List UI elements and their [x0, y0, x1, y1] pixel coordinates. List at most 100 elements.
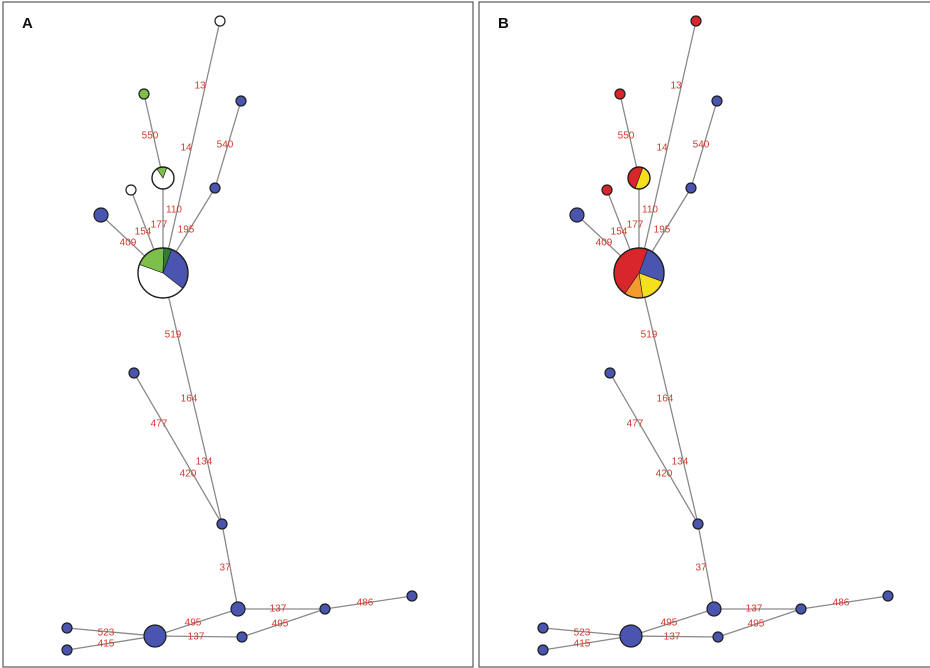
edge-label-e477: 477 [151, 419, 168, 430]
edge-label-e486: 486 [833, 598, 850, 609]
edge-small_pie-green_leaf [143, 93, 164, 179]
edge-n_b3-n_b4 [133, 372, 223, 525]
edge-big_blue-n_b10 [66, 635, 156, 651]
haplotype-node-big_blue [619, 624, 643, 648]
haplotype-node-n_b3 [604, 367, 616, 379]
edge-label-e495a: 495 [661, 618, 678, 629]
haplotype-node-n_b7 [406, 590, 418, 602]
haplotype-node-n_b9 [61, 622, 73, 634]
edge-label-e523: 523 [574, 628, 591, 639]
edge-label-e495b: 495 [748, 619, 765, 630]
haplotype-node-n_b4 [692, 518, 704, 530]
edge-label-e134: 134 [196, 457, 213, 468]
edge-label-e137a: 137 [270, 604, 287, 615]
edge-label-e195: 195 [654, 225, 671, 236]
edge-label-e540: 540 [217, 140, 234, 151]
haplotype-node-n_b4 [216, 518, 228, 530]
haplotype-node-big_blue [143, 624, 167, 648]
edge-label-e409: 409 [596, 238, 613, 249]
edge-small_pie-green_leaf [619, 93, 640, 179]
edge-n_b4-n_b5 [221, 523, 239, 610]
panel-letter: A [22, 15, 33, 32]
haplotype-node-n_b5 [706, 601, 722, 617]
haplotype-node-n_b2 [685, 182, 697, 194]
edge-label-e177: 177 [151, 220, 168, 231]
haplotype-node-green_leaf [138, 88, 150, 100]
panel-border [2, 1, 474, 668]
edge-n_b2-n_b1 [690, 100, 718, 189]
haplotype-node-n_b6 [795, 603, 807, 615]
edge-n_b8-n_b6 [241, 608, 326, 638]
edge-label-e477: 477 [627, 419, 644, 430]
edge-label-e154: 154 [135, 227, 152, 238]
edge-label-e164: 164 [181, 394, 198, 405]
edge-label-e519: 519 [641, 330, 658, 341]
edge-label-e137b: 137 [664, 632, 681, 643]
edge-label-e486: 486 [357, 598, 374, 609]
edge-label-e37: 37 [219, 563, 231, 574]
edge-label-e137b: 137 [188, 632, 205, 643]
panel-border [478, 1, 930, 668]
edge-label-e415: 415 [574, 639, 591, 650]
edge-label-e550: 550 [618, 131, 635, 142]
edge-label-e420: 420 [656, 469, 673, 480]
edge-n_b6-n_b7 [324, 595, 413, 610]
edge-label-e137a: 137 [746, 604, 763, 615]
edge-label-e13: 13 [670, 81, 682, 92]
haplotype-node-green_leaf [614, 88, 626, 100]
edge-label-e164: 164 [657, 394, 674, 405]
haplotype-node-n_b1 [711, 95, 723, 107]
edge-label-e195: 195 [178, 225, 195, 236]
edge-label-e13: 13 [194, 81, 206, 92]
haplotype-node-n_b3 [128, 367, 140, 379]
edge-center-n_b4 [638, 272, 699, 525]
edge-big_blue-n_b9 [66, 627, 156, 637]
edge-label-e134: 134 [672, 457, 689, 468]
haplotype-node-n_b5 [230, 601, 246, 617]
edge-label-e415: 415 [98, 639, 115, 650]
haplotype-node-n_b7 [882, 590, 894, 602]
haplotype-node-n_b8 [236, 631, 248, 643]
edge-label-e154: 154 [611, 227, 628, 238]
haplotype-small-pie-outline [151, 166, 175, 190]
edge-label-e495a: 495 [185, 618, 202, 629]
edge-n_b3-n_b4 [609, 372, 699, 525]
edge-label-e110: 110 [642, 205, 658, 216]
haplotype-node-top [214, 15, 226, 27]
haplotype-node-n_b8 [712, 631, 724, 643]
edge-label-e495b: 495 [272, 619, 289, 630]
edge-label-e409: 409 [120, 238, 137, 249]
edge-center-top [638, 20, 697, 274]
edge-n_b5-big_blue [154, 608, 239, 637]
edge-label-e37: 37 [695, 563, 707, 574]
haplotype-node-n_b1 [235, 95, 247, 107]
edge-label-e177: 177 [627, 220, 644, 231]
edge-n_b5-big_blue [630, 608, 715, 637]
edge-label-e519: 519 [165, 330, 182, 341]
haplotype-node-left_big [569, 207, 585, 223]
haplotype-node-mid_small [125, 184, 137, 196]
edge-n_b6-n_b7 [800, 595, 889, 610]
haplotype-node-mid_small [601, 184, 613, 196]
edge-center-n_b4 [162, 272, 223, 525]
edge-big_blue-n_b10 [542, 635, 632, 651]
edge-n_b2-n_b1 [214, 100, 242, 189]
edge-center-top [162, 20, 221, 274]
edge-label-e110: 110 [166, 205, 182, 216]
haplotype-node-n_b10 [537, 644, 549, 656]
edge-label-e540: 540 [693, 140, 710, 151]
haplotype-center-pie-outline [137, 247, 189, 299]
haplotype-node-n_b9 [537, 622, 549, 634]
haplotype-small-pie-outline [627, 166, 651, 190]
haplotype-node-n_b6 [319, 603, 331, 615]
edge-big_blue-n_b9 [542, 627, 632, 637]
edge-big_blue-n_b8 [154, 635, 243, 638]
edge-n_b8-n_b6 [717, 608, 802, 638]
edge-n_b4-n_b5 [697, 523, 715, 610]
haplotype-node-n_b10 [61, 644, 73, 656]
haplotype-node-n_b2 [209, 182, 221, 194]
